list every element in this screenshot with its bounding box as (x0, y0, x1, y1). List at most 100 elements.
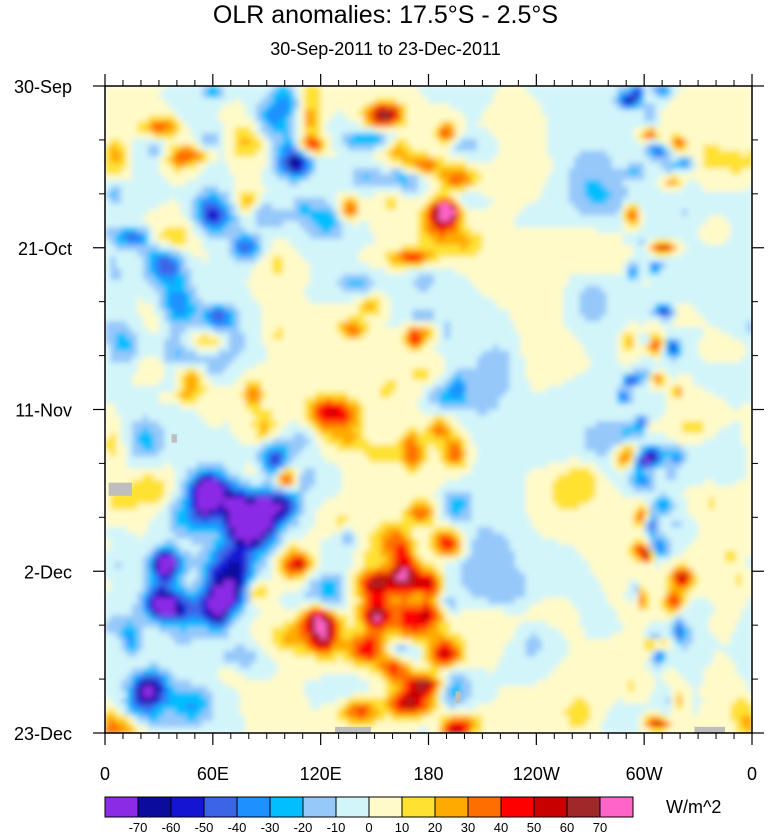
anomaly-cell (563, 274, 570, 281)
anomaly-cell (385, 109, 392, 117)
anomaly-cell (681, 285, 688, 293)
anomaly-cell (379, 285, 386, 293)
anomaly-cell (450, 285, 457, 293)
anomaly-cell (503, 191, 510, 199)
anomaly-cell (212, 168, 219, 175)
anomaly-cell (105, 115, 111, 122)
anomaly-cell (326, 191, 333, 199)
anomaly-cell (131, 127, 138, 134)
anomaly-cell (342, 262, 349, 269)
anomaly-cell (487, 121, 494, 128)
anomaly-cell (547, 91, 554, 99)
anomaly-cell (498, 297, 505, 305)
anomaly-cell (385, 115, 392, 122)
anomaly-cell (622, 297, 629, 305)
anomaly-cell (498, 133, 505, 140)
anomaly-cell (164, 133, 171, 140)
anomaly-cell (649, 162, 656, 169)
anomaly-cell (423, 297, 430, 305)
anomaly-cell (169, 197, 176, 205)
anomaly-cell (110, 209, 117, 216)
anomaly-cell (153, 280, 160, 287)
anomaly-cell (568, 221, 575, 228)
anomaly-cell (698, 244, 705, 252)
anomaly-cell (342, 103, 349, 111)
anomaly-cell (460, 97, 467, 105)
anomaly-cell (568, 227, 575, 234)
anomaly-cell (412, 180, 419, 187)
anomaly-cell (627, 209, 634, 216)
anomaly-cell (450, 168, 457, 175)
anomaly-cell (574, 185, 581, 193)
anomaly-cell (320, 321, 327, 328)
anomaly-cell (358, 115, 365, 122)
anomaly-cell (498, 244, 505, 252)
anomaly-cell (541, 321, 548, 328)
anomaly-cell (358, 274, 365, 281)
anomaly-cell (584, 233, 591, 240)
anomaly-cell (450, 315, 457, 322)
anomaly-cell (487, 297, 494, 305)
anomaly-cell (239, 280, 246, 287)
anomaly-cell (309, 162, 316, 169)
anomaly-cell (428, 109, 435, 117)
anomaly-cell (482, 244, 489, 252)
anomaly-cell (105, 191, 111, 199)
anomaly-cell (385, 315, 392, 322)
anomaly-cell (611, 227, 618, 234)
anomaly-cell (536, 185, 543, 193)
anomaly-cell (347, 215, 354, 222)
anomaly-cell (115, 191, 122, 199)
anomaly-cell (654, 191, 661, 199)
anomaly-cell (681, 321, 688, 328)
anomaly-cell (288, 280, 295, 287)
anomaly-cell (455, 321, 462, 328)
anomaly-cell (568, 144, 575, 152)
anomaly-cell (638, 156, 645, 164)
anomaly-cell (665, 215, 672, 222)
anomaly-cell (638, 309, 645, 316)
anomaly-cell (649, 91, 656, 99)
anomaly-cell (207, 221, 214, 228)
anomaly-cell (627, 180, 634, 187)
anomaly-cell (460, 127, 467, 134)
anomaly-cell (379, 97, 386, 105)
anomaly-cell (466, 303, 473, 311)
anomaly-cell (574, 268, 581, 275)
anomaly-cell (331, 291, 338, 299)
anomaly-cell (121, 321, 128, 328)
anomaly-cell (164, 256, 171, 264)
anomaly-cell (277, 121, 284, 128)
anomaly-cell (487, 233, 494, 240)
anomaly-cell (158, 103, 165, 111)
anomaly-cell (401, 309, 408, 316)
anomaly-cell (439, 138, 446, 146)
anomaly-cell (315, 321, 322, 328)
anomaly-cell (509, 321, 516, 328)
anomaly-cell (309, 168, 316, 175)
anomaly-cell (229, 227, 235, 234)
anomaly-cell (412, 133, 419, 140)
anomaly-cell (266, 285, 273, 293)
anomaly-cell (450, 174, 457, 181)
anomaly-cell (439, 174, 446, 181)
anomaly-cell (654, 133, 661, 140)
anomaly-cell (654, 321, 661, 328)
anomaly-cell (277, 203, 284, 211)
anomaly-cell (714, 162, 721, 169)
anomaly-cell (698, 238, 705, 246)
anomaly-cell (595, 121, 602, 128)
anomaly-cell (482, 156, 489, 164)
anomaly-cell (396, 138, 403, 146)
anomaly-cell (654, 86, 661, 93)
anomaly-cell (649, 133, 656, 140)
anomaly-cell (671, 274, 678, 281)
anomaly-cell (520, 233, 527, 240)
anomaly-cell (552, 315, 559, 322)
anomaly-cell (660, 227, 667, 234)
anomaly-cell (633, 203, 640, 211)
anomaly-cell (396, 233, 403, 240)
anomaly-cell (164, 250, 171, 258)
anomaly-cell (158, 280, 165, 287)
anomaly-cell (255, 227, 262, 234)
